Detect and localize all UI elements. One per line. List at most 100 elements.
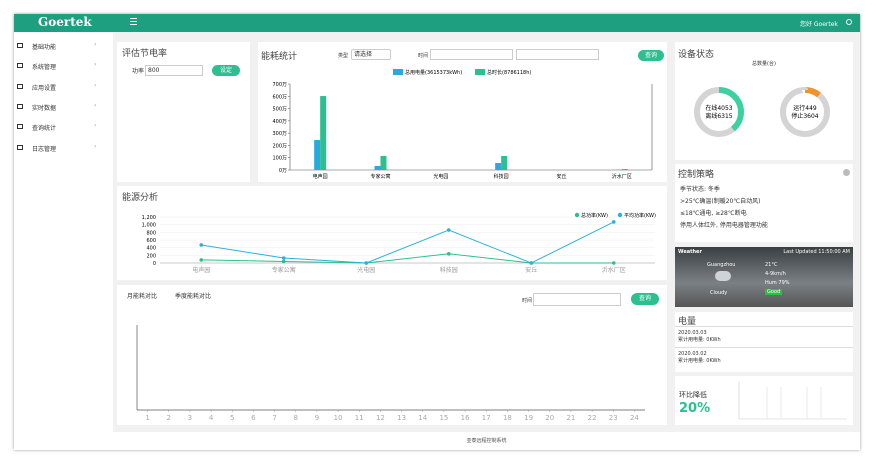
time-input[interactable] (533, 293, 621, 306)
menu-icon (17, 124, 23, 130)
x-tick-label: 光电园 (433, 173, 448, 180)
tab[interactable]: 月能耗对比 (127, 293, 158, 300)
panel-title: 电量 (678, 317, 697, 327)
weather-updated: Last Updated 11:50:00 AM (783, 249, 850, 255)
logo: Goertek (38, 15, 92, 29)
panel-title: 能耗统计 (261, 52, 298, 62)
divider (675, 326, 853, 327)
x-tick-label: 2 (167, 414, 171, 422)
query-button[interactable]: 查询 (631, 293, 659, 305)
bar (374, 165, 381, 170)
x-tick-label: 安丘 (556, 173, 566, 180)
y-tick-label: 200万 (272, 143, 287, 149)
y-tick-label: 400 (146, 246, 156, 252)
donut-segment (780, 87, 830, 137)
bar (320, 96, 327, 170)
x-tick-label: 科技园 (494, 173, 509, 180)
x-tick-label: 电声园 (313, 173, 328, 180)
donut-label: 离线6315 (705, 112, 732, 120)
point (364, 261, 369, 265)
legend-swatch (574, 212, 580, 218)
footer: 亚泰远程控制系统 (113, 432, 860, 450)
menu-icon (17, 83, 23, 89)
power-panel: 电量 2020.03.03 累计用电量: 0KWh 2020.03.02 累计用电量… (675, 312, 853, 372)
menu-item[interactable]: 日志管理 (32, 145, 57, 153)
record-date: 2020.03.03 (678, 330, 707, 336)
x-tick-label: 13 (397, 414, 406, 422)
record-text: 累计用电量: 0KWh (678, 358, 721, 364)
x-tick-label: 电声园 (192, 266, 210, 274)
x-tick-label: 科技园 (440, 266, 458, 274)
point (446, 252, 451, 256)
type-select[interactable]: 请选择 (351, 49, 391, 60)
donut-label: 运行449 (793, 104, 817, 112)
ratio-panel: 环比降低 20% (675, 376, 853, 425)
legend-label: 总时长(8786118h) (487, 69, 531, 76)
menu-item[interactable]: 查询统计 (32, 125, 57, 133)
panel-title: 设备状态 (678, 50, 715, 60)
panel-title: 能源分析 (122, 193, 159, 203)
x-tick-label: 安丘 (525, 266, 537, 274)
y-tick-label: 700万 (272, 82, 287, 88)
weather-title: Weather (678, 249, 702, 255)
menu-arrow: › (94, 61, 97, 69)
cloud-icon (715, 271, 731, 281)
menu-item[interactable]: 实时数据 (32, 104, 57, 112)
donut-label: 在线4053 (705, 104, 732, 112)
query-button[interactable]: 查询 (638, 50, 664, 61)
point (199, 258, 204, 262)
y-tick-label: 300万 (272, 131, 287, 137)
menu-item[interactable]: 基础功能 (32, 44, 57, 51)
comparison-chart: 1 2 3 4 5 6 7 8 9 10 11 12 13 14 15 16 17 18 19 20 21 22 23 24 (136, 325, 645, 422)
strategy-line: ≤18℃通电, ≥28℃断电 (680, 210, 747, 217)
point (199, 243, 204, 247)
strategy-line: >25℃确温(制暖20℃自动风) (680, 198, 761, 205)
time-input[interactable] (516, 49, 599, 60)
x-tick-label: 15 (439, 414, 448, 422)
menu-toggle[interactable] (130, 18, 137, 25)
y-tick-label: 800 (146, 230, 156, 236)
menu-arrow: › (94, 142, 97, 150)
x-tick-label: 18 (503, 414, 512, 422)
menu-item[interactable]: 系统管理 (32, 64, 57, 72)
y-tick-label: 200 (146, 253, 156, 259)
tab[interactable]: 季度能耗对比 (175, 293, 212, 300)
menu-arrow: › (94, 122, 97, 130)
power-input[interactable]: 800 (145, 65, 203, 76)
x-tick-label: 10 (334, 414, 343, 422)
panel-title: 评估节电率 (122, 49, 168, 59)
help-icon[interactable] (843, 169, 850, 176)
x-tick-label: 5 (230, 414, 234, 422)
y-tick-label: 400万 (272, 119, 287, 125)
x-tick-label: 24 (630, 414, 639, 422)
label-value: 4053 (717, 105, 732, 112)
bar (621, 169, 628, 170)
bar (501, 155, 508, 170)
weather-city: Guangzhou (707, 262, 736, 268)
weather-widget: Weather Last Updated 11:50:00 AM Guangzh… (675, 247, 853, 307)
legend-label: 总功率(KW) (581, 212, 608, 219)
menu-item[interactable]: 应用设置 (32, 84, 57, 92)
series-line (201, 221, 614, 264)
weather-condition: Cloudy (710, 290, 728, 296)
weather-wind: 4-9km/h (765, 271, 786, 277)
savings-panel: 评估节电率 功率 800 设定 (117, 42, 250, 182)
power-icon[interactable] (846, 19, 852, 25)
divider (675, 347, 853, 348)
x-tick-label: 6 (251, 414, 256, 422)
label: 类型 (338, 53, 349, 59)
y-tick-label: 1,200 (142, 215, 156, 221)
label-value: 3604 (803, 113, 818, 120)
time-input[interactable] (430, 49, 513, 60)
legend-label: 总用电量(3615373kWh) (405, 69, 462, 76)
legend-swatch (393, 69, 403, 75)
menu-icon (17, 144, 23, 150)
greeting[interactable]: 您好 Goertek (800, 21, 838, 28)
x-tick-label: 7 (272, 414, 276, 422)
x-tick-label: 20 (545, 414, 554, 422)
set-button[interactable]: 设定 (212, 65, 240, 76)
x-tick-label: 16 (461, 414, 470, 422)
